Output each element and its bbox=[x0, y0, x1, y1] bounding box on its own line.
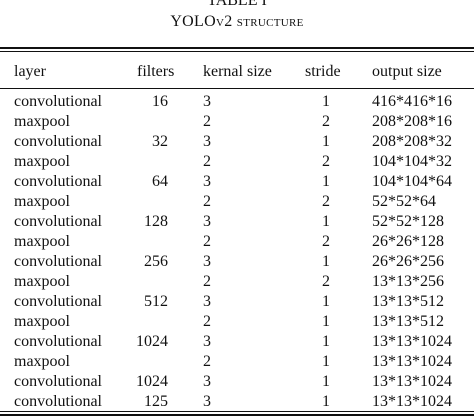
cell-kernel-size: 2 bbox=[203, 113, 211, 130]
cell-filters: 1024 bbox=[136, 373, 168, 390]
cell-stride: 2 bbox=[322, 233, 330, 250]
table-caption-title: YOLOv2 structure bbox=[0, 12, 474, 32]
cell-stride: 1 bbox=[322, 373, 330, 390]
cell-kernel-size: 3 bbox=[203, 133, 211, 150]
cell-kernel-size: 3 bbox=[203, 373, 211, 390]
cell-filters: 128 bbox=[144, 213, 168, 230]
cell-filters: 256 bbox=[144, 253, 168, 270]
caption-title-prefix: YOLO bbox=[170, 13, 216, 30]
cell-filters: 512 bbox=[144, 293, 168, 310]
cell-kernel-size: 2 bbox=[203, 153, 211, 170]
cell-layer: convolutional bbox=[14, 213, 102, 230]
header-rule bbox=[0, 88, 474, 89]
cell-filters: 16 bbox=[152, 93, 168, 110]
cell-kernel-size: 2 bbox=[203, 193, 211, 210]
cell-filters: 125 bbox=[144, 393, 168, 410]
cell-stride: 1 bbox=[322, 353, 330, 370]
cell-layer: maxpool bbox=[14, 153, 70, 170]
cell-stride: 1 bbox=[322, 93, 330, 110]
cell-output-size: 26*26*128 bbox=[372, 233, 444, 250]
cell-stride: 1 bbox=[322, 213, 330, 230]
cell-stride: 1 bbox=[322, 133, 330, 150]
cell-layer: convolutional bbox=[14, 333, 102, 350]
cell-kernel-size: 3 bbox=[203, 253, 211, 270]
cell-output-size: 13*13*512 bbox=[372, 293, 444, 310]
cell-output-size: 13*13*1024 bbox=[372, 373, 452, 390]
cell-stride: 1 bbox=[322, 393, 330, 410]
cell-filters: 1024 bbox=[136, 333, 168, 350]
cell-output-size: 13*13*1024 bbox=[372, 353, 452, 370]
cell-stride: 1 bbox=[322, 293, 330, 310]
cell-filters: 64 bbox=[152, 173, 168, 190]
cell-kernel-size: 2 bbox=[203, 353, 211, 370]
header-filters: filters bbox=[137, 63, 175, 80]
caption-title-rest: v2 structure bbox=[215, 13, 304, 30]
header-output-size: output size bbox=[372, 63, 442, 80]
cell-layer: convolutional bbox=[14, 133, 102, 150]
cell-output-size: 52*52*128 bbox=[372, 213, 444, 230]
cell-layer: maxpool bbox=[14, 313, 70, 330]
cell-output-size: 26*26*256 bbox=[372, 253, 444, 270]
cell-layer: maxpool bbox=[14, 113, 70, 130]
cell-output-size: 208*208*16 bbox=[372, 113, 452, 130]
cell-output-size: 13*13*256 bbox=[372, 273, 444, 290]
cell-output-size: 104*104*32 bbox=[372, 153, 452, 170]
cell-kernel-size: 3 bbox=[203, 93, 211, 110]
bottom-rule bbox=[0, 414, 474, 416]
cell-kernel-size: 3 bbox=[203, 173, 211, 190]
cell-stride: 2 bbox=[322, 273, 330, 290]
cell-output-size: 416*416*16 bbox=[372, 93, 452, 110]
cell-stride: 2 bbox=[322, 153, 330, 170]
cell-kernel-size: 3 bbox=[203, 213, 211, 230]
cell-kernel-size: 3 bbox=[203, 393, 211, 410]
cell-output-size: 52*52*64 bbox=[372, 193, 436, 210]
cell-kernel-size: 3 bbox=[203, 293, 211, 310]
cell-filters: 32 bbox=[152, 133, 168, 150]
cell-layer: maxpool bbox=[14, 353, 70, 370]
cell-kernel-size: 3 bbox=[203, 333, 211, 350]
cell-stride: 1 bbox=[322, 333, 330, 350]
cell-layer: maxpool bbox=[14, 193, 70, 210]
cell-layer: convolutional bbox=[14, 293, 102, 310]
cell-stride: 1 bbox=[322, 253, 330, 270]
cell-stride: 1 bbox=[322, 313, 330, 330]
cell-stride: 1 bbox=[322, 173, 330, 190]
cell-layer: maxpool bbox=[14, 233, 70, 250]
top-rule bbox=[0, 47, 474, 49]
header-stride: stride bbox=[305, 63, 341, 80]
cell-kernel-size: 2 bbox=[203, 273, 211, 290]
header-kernel-size: kernal size bbox=[203, 63, 272, 80]
cell-layer: convolutional bbox=[14, 373, 102, 390]
table-caption-label: TABLE I bbox=[207, 0, 267, 9]
cell-output-size: 13*13*512 bbox=[372, 313, 444, 330]
cell-layer: convolutional bbox=[14, 93, 102, 110]
cell-kernel-size: 2 bbox=[203, 313, 211, 330]
cell-layer: convolutional bbox=[14, 253, 102, 270]
top-rule-thin bbox=[0, 51, 474, 52]
cell-layer: maxpool bbox=[14, 273, 70, 290]
cell-output-size: 208*208*32 bbox=[372, 133, 452, 150]
header-layer: layer bbox=[14, 63, 46, 80]
cell-stride: 2 bbox=[322, 193, 330, 210]
bottom-rule-thin bbox=[0, 411, 474, 412]
cell-output-size: 13*13*1024 bbox=[372, 393, 452, 410]
cell-output-size: 104*104*64 bbox=[372, 173, 452, 190]
cell-stride: 2 bbox=[322, 113, 330, 130]
cell-layer: convolutional bbox=[14, 393, 102, 410]
cell-layer: convolutional bbox=[14, 173, 102, 190]
cell-output-size: 13*13*1024 bbox=[372, 333, 452, 350]
cell-kernel-size: 2 bbox=[203, 233, 211, 250]
